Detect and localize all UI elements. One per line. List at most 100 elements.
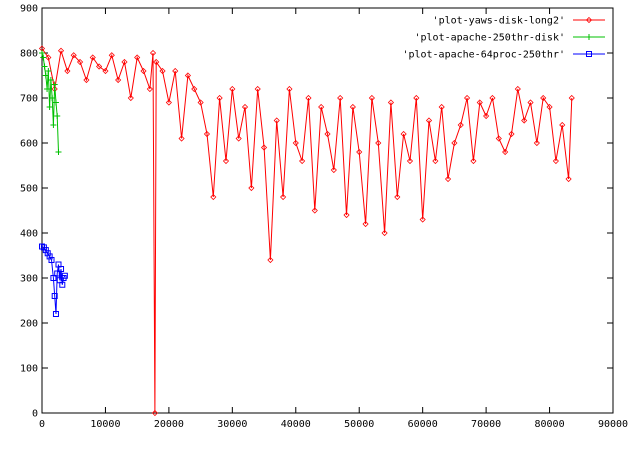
data-point bbox=[39, 243, 45, 250]
data-point bbox=[400, 130, 407, 138]
data-point bbox=[241, 103, 249, 111]
data-point bbox=[406, 157, 414, 165]
data-point bbox=[438, 103, 445, 111]
data-point bbox=[127, 94, 134, 102]
data-point bbox=[489, 94, 496, 102]
data-point bbox=[273, 117, 280, 124]
axes: 0 10000 20000 30000 40000 50000 60000 70000 8000… bbox=[20, 4, 628, 431]
data-point bbox=[184, 72, 191, 79]
x-tick-label: 90000 bbox=[598, 419, 628, 430]
data-point bbox=[457, 121, 464, 129]
data-point bbox=[61, 272, 68, 279]
y-tick-label: 600 bbox=[20, 139, 38, 150]
data-point bbox=[419, 216, 426, 223]
data-point bbox=[48, 257, 55, 263]
data-point bbox=[172, 67, 179, 75]
legend-entry: 'plot-apache-250thr-disk' bbox=[414, 33, 605, 44]
data-point bbox=[343, 211, 350, 219]
data-point bbox=[527, 99, 534, 106]
data-point bbox=[495, 135, 502, 142]
data-point bbox=[565, 175, 572, 183]
data-point bbox=[229, 85, 236, 93]
y-tick-label: 400 bbox=[20, 229, 38, 240]
data-point bbox=[203, 130, 211, 138]
x-tick-label: 20000 bbox=[154, 419, 184, 430]
data-point bbox=[64, 67, 71, 75]
plot-frame bbox=[41, 7, 614, 414]
y-tick-label: 200 bbox=[20, 319, 38, 330]
y-tick-label: 500 bbox=[20, 184, 38, 195]
data-point bbox=[292, 139, 299, 147]
data-point bbox=[375, 139, 382, 147]
data-point bbox=[559, 121, 566, 129]
data-point bbox=[540, 94, 547, 102]
data-point bbox=[83, 76, 90, 84]
y-tick-label: 100 bbox=[20, 364, 38, 375]
data-point bbox=[44, 250, 51, 257]
data-point bbox=[260, 144, 268, 151]
x-tick-label: 40000 bbox=[281, 419, 311, 430]
y-tick-label: 800 bbox=[20, 49, 38, 60]
data-point bbox=[432, 157, 439, 165]
legend: 'plot-yaws-disk-long2' 'plot-apache-250th… bbox=[402, 16, 605, 61]
data-point bbox=[222, 157, 230, 165]
data-point bbox=[41, 63, 48, 70]
data-point bbox=[235, 135, 242, 142]
data-point bbox=[533, 139, 540, 147]
series-2 bbox=[39, 243, 68, 317]
data-point bbox=[54, 270, 61, 277]
data-point bbox=[165, 99, 172, 106]
data-point bbox=[45, 54, 52, 61]
data-point bbox=[514, 85, 521, 93]
data-point bbox=[191, 85, 198, 93]
x-tick-label: 30000 bbox=[217, 419, 247, 430]
legend-entry: 'plot-yaws-disk-long2' bbox=[433, 16, 605, 27]
data-point bbox=[96, 63, 103, 70]
data-point bbox=[210, 193, 217, 201]
data-point bbox=[108, 52, 115, 59]
data-point bbox=[394, 193, 401, 201]
series-layer bbox=[38, 45, 575, 417]
data-point bbox=[51, 81, 58, 88]
data-point bbox=[55, 149, 62, 155]
data-point bbox=[267, 256, 274, 264]
x-tick-label: 60000 bbox=[408, 419, 438, 430]
data-point bbox=[464, 94, 471, 102]
y-tick-label: 300 bbox=[20, 274, 38, 285]
data-point bbox=[318, 103, 325, 111]
data-point bbox=[59, 281, 66, 288]
data-point bbox=[552, 157, 559, 165]
data-point bbox=[44, 86, 51, 92]
data-point bbox=[546, 103, 553, 111]
data-point bbox=[299, 157, 306, 165]
y-tick-label: 0 bbox=[32, 409, 38, 420]
data-point bbox=[50, 122, 57, 128]
x-tick-label: 70000 bbox=[471, 419, 501, 430]
data-point bbox=[197, 99, 204, 106]
series-line bbox=[41, 48, 573, 414]
data-point bbox=[153, 58, 160, 66]
data-point bbox=[470, 157, 477, 165]
data-point bbox=[337, 94, 344, 102]
y-tick-label: 700 bbox=[20, 94, 38, 105]
data-point bbox=[286, 85, 293, 93]
data-point bbox=[45, 68, 52, 74]
data-point bbox=[50, 275, 57, 281]
data-point bbox=[121, 58, 128, 66]
data-point bbox=[381, 229, 388, 237]
legend-label: 'plot-yaws-disk-long2' bbox=[433, 16, 565, 27]
data-point bbox=[47, 77, 54, 83]
data-point bbox=[134, 54, 141, 61]
data-point bbox=[451, 139, 458, 147]
data-point bbox=[254, 85, 261, 93]
data-point bbox=[77, 58, 84, 66]
data-point bbox=[362, 220, 369, 228]
data-point bbox=[51, 293, 58, 299]
x-tick-label: 0 bbox=[39, 419, 45, 430]
data-point bbox=[502, 148, 509, 156]
data-point bbox=[159, 67, 166, 75]
data-point bbox=[52, 311, 59, 317]
series-1 bbox=[39, 50, 62, 155]
data-point bbox=[330, 166, 337, 174]
